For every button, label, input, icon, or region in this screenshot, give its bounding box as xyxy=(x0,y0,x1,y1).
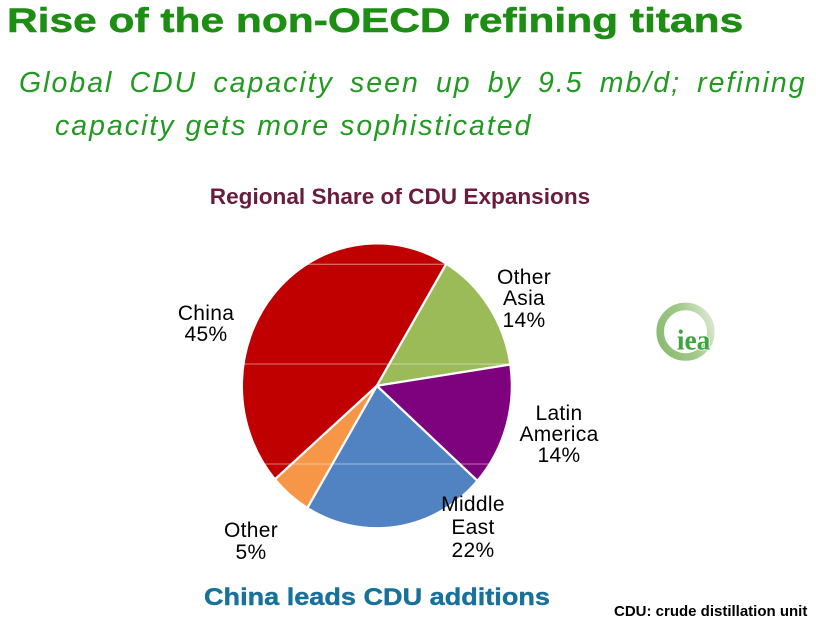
svg-text:iea: iea xyxy=(677,324,711,356)
